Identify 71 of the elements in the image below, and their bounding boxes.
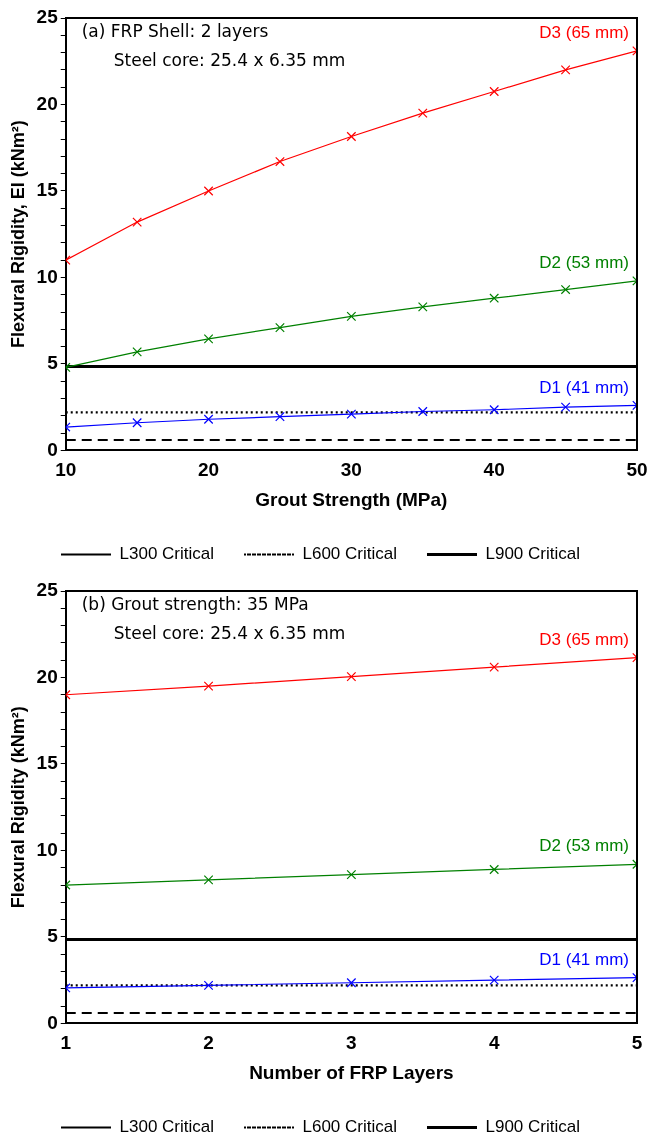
point — [489, 86, 500, 97]
point — [203, 875, 214, 885]
y-axis-title: Flexural Rigidity (kNm²) — [7, 706, 28, 909]
annotation: Steel core: 25.4 x 6.35 mm — [113, 49, 346, 70]
point — [417, 302, 428, 312]
x-tick-label: 50 — [626, 459, 648, 481]
series-label: D1 (41 mm) — [539, 377, 629, 397]
x-tick-label: 1 — [60, 1032, 72, 1054]
point — [132, 217, 142, 227]
annotation: Steel core: 25.4 x 6.35 mm — [113, 622, 346, 643]
x-tick-label: 40 — [483, 459, 505, 481]
x-axis-title: Grout Strength (MPa) — [255, 488, 448, 510]
y-tick-label: 5 — [47, 352, 59, 374]
point — [275, 411, 285, 422]
point — [560, 284, 571, 295]
point — [132, 417, 142, 428]
point — [489, 293, 500, 304]
annotation: (a) FRP Shell: 2 layers — [81, 20, 269, 41]
point — [489, 404, 500, 415]
legend-label: L600 Critical — [302, 1117, 398, 1137]
point — [346, 311, 357, 322]
point — [346, 671, 357, 682]
point — [132, 346, 142, 357]
legend-label: L900 Critical — [485, 1117, 580, 1137]
point — [489, 975, 500, 985]
legend-label: L300 Critical — [119, 1117, 215, 1137]
point — [203, 980, 214, 991]
point — [417, 108, 428, 118]
y-tick-label: 20 — [36, 665, 58, 687]
y-tick-label: 25 — [36, 579, 59, 601]
y-tick-label: 10 — [36, 265, 58, 287]
point — [346, 869, 357, 880]
legend-label: L600 Critical — [302, 544, 398, 564]
point — [346, 131, 357, 142]
point — [489, 864, 500, 875]
x-tick-label: 2 — [203, 1032, 214, 1054]
legend-label: L900 Critical — [485, 544, 580, 564]
x-axis-title: Number of FRP Layers — [249, 1061, 454, 1083]
legend-label: L300 Critical — [119, 544, 215, 564]
x-tick-label: 4 — [488, 1032, 500, 1054]
series-label: D3 (65 mm) — [539, 23, 629, 43]
y-tick-label: 25 — [36, 6, 59, 28]
point — [489, 662, 500, 672]
point — [275, 322, 285, 333]
point — [203, 681, 214, 691]
x-tick-label: 20 — [197, 459, 220, 481]
x-tick-label: 3 — [346, 1032, 357, 1054]
x-tick-label: 5 — [631, 1032, 643, 1054]
point — [560, 402, 571, 412]
point — [417, 406, 428, 417]
point — [275, 156, 285, 167]
y-tick-label: 0 — [47, 1011, 58, 1033]
point — [203, 334, 214, 344]
y-tick-label: 0 — [47, 438, 58, 460]
x-tick-label: 30 — [340, 459, 362, 481]
y-tick-label: 15 — [36, 752, 59, 774]
point — [203, 186, 214, 196]
y-tick-label: 10 — [36, 838, 58, 860]
y-tick-label: 5 — [47, 925, 59, 947]
annotation: (b) Grout strength: 35 MPa — [81, 593, 309, 614]
y-tick-label: 20 — [36, 92, 58, 114]
series-label: D1 (41 mm) — [539, 949, 629, 969]
point — [346, 409, 357, 419]
series-label: D2 (53 mm) — [539, 836, 629, 856]
y-axis-title: Flexural Rigidity, EI (kNm²) — [7, 120, 28, 349]
series-label: D2 (53 mm) — [539, 253, 629, 273]
y-tick-label: 15 — [36, 179, 59, 201]
point — [203, 414, 214, 425]
point — [560, 65, 571, 75]
point — [346, 977, 357, 988]
series-label: D3 (65 mm) — [539, 629, 629, 649]
